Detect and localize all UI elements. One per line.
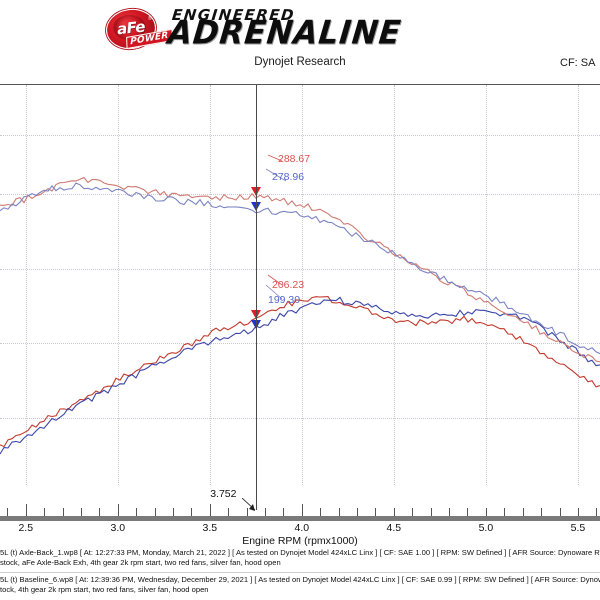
gridline-vertical (577, 85, 579, 487)
chart-subtitle: Dynojet Research (254, 56, 346, 68)
torque-value-baseline: 278.96 (272, 171, 305, 183)
axis-tick (80, 508, 82, 516)
run-details-block-2: 5L (t) Baseline_6.wp8 [ At: 12:39:36 PM,… (0, 572, 600, 595)
correction-factor-note: CF: SA (560, 57, 596, 69)
axis-tick (209, 504, 211, 516)
gridline-horizontal (0, 268, 600, 270)
plot-area[interactable] (0, 85, 600, 487)
axis-tick (357, 508, 359, 516)
x-tick-label: 5.5 (570, 522, 586, 534)
run-details-block-1: 5L (t) Axle-Back_1.wp8 [ At: 12:27:33 PM… (0, 548, 600, 568)
axis-tick (430, 508, 432, 516)
axis-tick (485, 508, 487, 516)
curve-4 (0, 182, 600, 355)
logo-registered-mark: ® (148, 16, 152, 22)
axis-tick (62, 508, 64, 516)
axis-tick (283, 508, 285, 516)
axis-tick (7, 508, 9, 516)
cursor-tick-line (256, 486, 258, 510)
afe-power-logo-icon: aFe ® POWER (103, 5, 173, 53)
axis-tick (393, 508, 395, 516)
x-axis-title: Engine RPM (rpmx1000) (242, 535, 358, 547)
axis-tick (467, 508, 469, 516)
axis-tick (449, 508, 451, 516)
axis-tick (99, 508, 101, 516)
brand-banner: aFe ® POWER ENGINEERED ADRENALINE (0, 2, 600, 53)
power-value-baseline: 199.30 (268, 294, 301, 306)
gridline-vertical (485, 85, 487, 487)
curve-1 (0, 296, 600, 448)
gridline-horizontal (0, 135, 600, 136)
axis-tick (559, 508, 561, 516)
adrenaline-wordmark: ADRENALINE (166, 14, 404, 52)
x-tick-label: 5.0 (478, 522, 494, 534)
gridline-vertical (25, 85, 27, 487)
axis-tick (577, 508, 579, 516)
run1-notes-line: stock, aFe Axle-Back Exh, 4th gear 2k rp… (0, 558, 281, 567)
axis-tick (320, 508, 322, 516)
x-tick-label: 4.5 (386, 522, 402, 534)
run-details-footer: 5L (t) Axle-Back_1.wp8 [ At: 12:27:33 PM… (0, 546, 600, 600)
axis-tick (136, 508, 138, 516)
x-tick-label: 3.0 (110, 522, 126, 534)
run1-detail-line: 5L (t) Axle-Back_1.wp8 [ At: 12:27:33 PM… (0, 548, 600, 557)
axis-tick (265, 508, 267, 516)
axis-tick (541, 508, 543, 516)
curve-3 (0, 176, 600, 363)
axis-tick (25, 504, 27, 516)
axis-tick (154, 508, 156, 516)
dyno-chart[interactable]: 288.67 278.96 206.23 199.30 2021 Mazda 3… (0, 84, 600, 487)
cursor-rpm-label: 3.752 (210, 488, 237, 500)
axis-tick (173, 508, 174, 516)
axis-tick (412, 508, 414, 516)
axis-tick (228, 508, 230, 516)
x-tick-label: 3.5 (202, 522, 218, 534)
x-tick-label: 4.0 (294, 522, 310, 534)
torque-value-axle-back: 288.67 (278, 153, 311, 165)
axis-tick (301, 504, 303, 516)
power-value-axle-back: 206.23 (272, 279, 305, 291)
gridline-vertical (209, 85, 211, 487)
gridline-horizontal (0, 417, 600, 419)
run2-notes-line: tock, 4th gear 2k rpm start, two red fan… (0, 585, 209, 594)
chart-header: aFe ® POWER ENGINEERED ADRENALINE Dynoje… (0, 0, 600, 84)
x-axis: 3.752 2.5 3.0 3.5 4.0 4.5 5.0 5.5 Engine RPM (… (0, 486, 600, 548)
curve-2 (0, 296, 600, 455)
axis-tick (504, 508, 506, 516)
axis-tick (375, 508, 377, 516)
cursor-line[interactable] (256, 85, 258, 487)
axis-tick (338, 508, 340, 516)
cursor-leader-line (242, 498, 256, 511)
axis-bar (0, 516, 600, 521)
axis-tick (117, 504, 119, 516)
x-tick-label: 2.5 (18, 522, 34, 534)
run2-detail-line: 5L (t) Baseline_6.wp8 [ At: 12:39:36 PM,… (0, 575, 600, 584)
axis-tick (246, 508, 248, 516)
gridline-vertical (117, 85, 119, 487)
gridline-horizontal (0, 194, 600, 196)
curve-layer (0, 176, 600, 455)
axis-tick (596, 508, 598, 516)
axis-tick (191, 508, 193, 516)
gridline-vertical (393, 85, 395, 487)
axis-tick (44, 508, 46, 516)
gridline-vertical (301, 85, 303, 487)
axis-tick (522, 508, 524, 516)
gridline-horizontal (0, 343, 600, 345)
